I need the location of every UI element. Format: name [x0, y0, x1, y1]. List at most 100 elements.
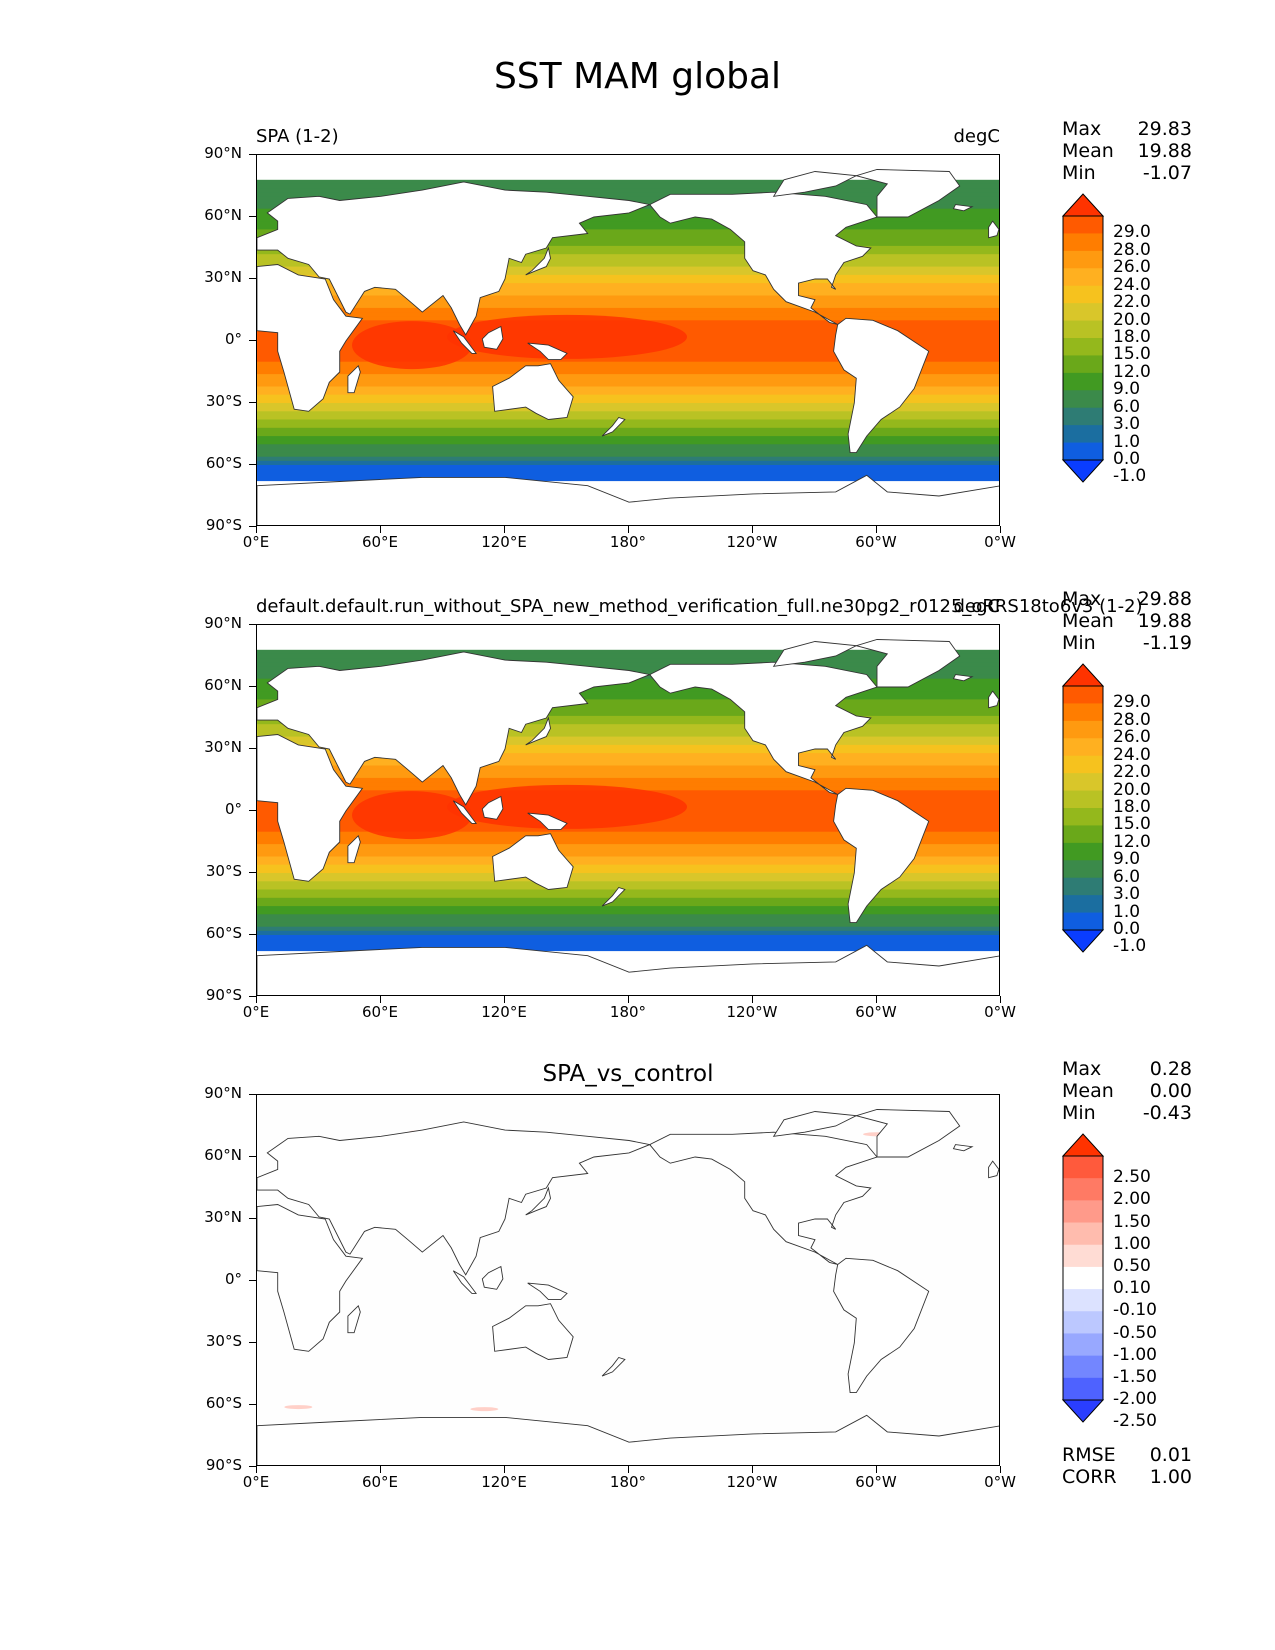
stat-min-value: -1.19 [1142, 632, 1192, 654]
land-greenland [854, 639, 961, 688]
sst-band [257, 452, 999, 458]
land-africa [257, 734, 364, 882]
sst-band [257, 254, 999, 259]
land-borneo [481, 325, 504, 350]
land-borneo [481, 795, 504, 820]
land-new-zealand [601, 886, 626, 907]
sst-band [257, 303, 999, 309]
colorbar-segment [1063, 755, 1103, 774]
lon-tick [1000, 526, 1001, 533]
sst-band [257, 662, 999, 667]
sst-band [257, 831, 999, 837]
indian-warm-pool [352, 791, 472, 840]
lat-tick [249, 872, 256, 873]
colorbar-segment [1063, 1311, 1103, 1334]
sst-band [257, 357, 999, 363]
sst-band [257, 893, 999, 899]
sst-band [257, 691, 999, 696]
sst-band [257, 241, 999, 247]
lon-label: 60°W [855, 1003, 897, 1021]
colorbar-tick-label: 1.0 [1113, 901, 1141, 922]
sst-band [257, 769, 999, 775]
lat-label: 90°N [204, 614, 242, 632]
sst-band [257, 749, 999, 754]
sst-band [257, 703, 999, 709]
land-japan [525, 1186, 551, 1216]
colorbar-segment [1063, 686, 1103, 704]
land-japan [525, 246, 551, 276]
sst-band [257, 431, 999, 437]
sst-band [257, 266, 999, 272]
lon-label: 180° [609, 1003, 647, 1021]
lat-tick [249, 686, 256, 687]
sst-band [257, 682, 999, 688]
rmse-value: 0.01 [1149, 1444, 1192, 1466]
lon-label: 0°E [242, 1473, 270, 1491]
colorbar-segment [1063, 895, 1103, 913]
colorbar-tick-label: 1.00 [1113, 1233, 1151, 1254]
sst-band [257, 848, 999, 853]
lon-label: 60°E [361, 1473, 399, 1491]
land-arctic-islands [772, 171, 858, 197]
colorbar-tick-label: -2.50 [1113, 1411, 1157, 1432]
sst-band [257, 192, 999, 197]
colorbar-bottom-extend [1061, 1399, 1105, 1423]
colorbar-segment [1063, 250, 1103, 269]
rmse-label: RMSE [1062, 1444, 1116, 1466]
colorbar-tick-label: 9.0 [1113, 379, 1141, 400]
sst-band [257, 777, 999, 783]
sst-band [257, 312, 999, 317]
lon-label: 120°E [481, 533, 527, 551]
colorbar-segment [1063, 808, 1103, 826]
stat-mean-value: 0.00 [1149, 1080, 1192, 1102]
lat-tick [249, 996, 256, 997]
colorbar-segment [1063, 1178, 1103, 1201]
sst-band [257, 926, 999, 932]
colorbar-segment [1063, 320, 1103, 339]
colorbar-tick-label: 22.0 [1113, 292, 1151, 313]
colorbar-tick-label: 2.50 [1113, 1167, 1151, 1188]
lon-label: 120°W [726, 533, 778, 551]
sst-map [257, 639, 999, 995]
land-arctic-islands [772, 1111, 858, 1137]
sst-band [257, 877, 999, 882]
lat-label: 90°S [205, 516, 242, 534]
warm-pool [447, 314, 687, 359]
figure-title: SST MAM global [493, 56, 782, 97]
stat-min-label: Min [1062, 1102, 1096, 1124]
southern-ocean-band [257, 939, 999, 952]
lon-label: 60°W [855, 1473, 897, 1491]
land-eurasia [257, 651, 652, 806]
colorbar-tick-label: 28.0 [1113, 709, 1151, 730]
colorbar-top-extend [1061, 193, 1105, 217]
land-antarctica [257, 1414, 999, 1465]
sst-band [257, 423, 999, 429]
colorbar-tick-label: 1.50 [1113, 1211, 1151, 1232]
colorbar [1061, 193, 1105, 483]
sst-map [257, 169, 999, 525]
colorbar-segment [1063, 912, 1103, 931]
lon-tick [876, 526, 877, 533]
colorbar-tick-label: 2.00 [1113, 1189, 1151, 1210]
land-japan [525, 716, 551, 746]
sst-band [257, 906, 999, 911]
lat-label: 30°S [205, 1332, 242, 1350]
stat-mean-label: Mean [1062, 1080, 1114, 1102]
panel-test: SPA (1-2) degC 90°N 60°N 30°N 0° 30°S 60… [0, 118, 1275, 588]
lat-tick [249, 340, 256, 341]
panel-left-title: SPA (1-2) [256, 126, 339, 147]
panel-units: degC [953, 126, 1001, 147]
sst-band [257, 196, 999, 202]
sst-band [257, 653, 999, 659]
colorbar-tick-label: -0.10 [1113, 1300, 1157, 1321]
corr-value: 1.00 [1149, 1466, 1192, 1488]
lon-label: 120°E [481, 1473, 527, 1491]
colorbar [1061, 1133, 1105, 1423]
sst-band [257, 217, 999, 222]
colorbar-bottom-extend [1061, 929, 1105, 953]
sst-band [257, 695, 999, 701]
colorbar-tick-label: 6.0 [1113, 396, 1141, 417]
lon-tick [256, 996, 257, 1003]
colorbar-segment [1063, 372, 1103, 391]
lon-label: 0°W [984, 533, 1016, 551]
